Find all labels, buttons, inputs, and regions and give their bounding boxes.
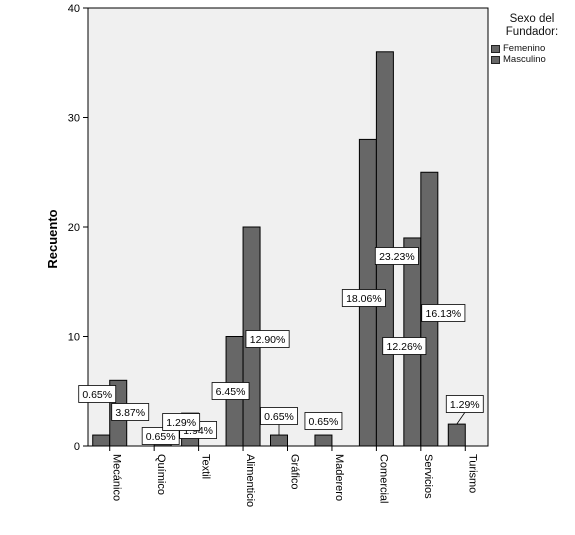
data-label-servicios-masculino-box: [421, 304, 466, 322]
bar-mecanico-femenino: [92, 434, 111, 447]
x-tick-label-servicios: Servicios: [422, 454, 434, 499]
data-label-servicios-femenino: 12.26%: [387, 341, 423, 353]
y-tick-label-0: 0: [74, 441, 80, 453]
data-label-comercial-masculino: 23.23%: [379, 251, 415, 263]
data-label-alimenticio-masculino-box: [245, 330, 290, 348]
data-label-mecanico-masculino: 3.87%: [115, 407, 145, 419]
legend: Sexo del Fundador: Femenino Masculino: [491, 13, 573, 65]
y-tick-label-40: 40: [68, 3, 80, 15]
data-label-alimenticio-femenino-box: [211, 382, 250, 400]
data-label-comercial-femenino: 18.06%: [346, 293, 382, 305]
x-tick-label-alimenticio: Alimenticio: [244, 454, 256, 507]
data-label-turismo-femenino: 1.29%: [450, 399, 480, 411]
y-axis: 0 10 20 30 40: [68, 3, 88, 453]
data-label-maderero-femenino-box: [304, 412, 343, 430]
data-label-maderero-femenino: 0.65%: [309, 416, 339, 428]
data-label-turismo-femenino-leader: [456, 412, 466, 425]
legend-title: Sexo del Fundador:: [505, 13, 559, 38]
x-tick-label-quimico: Químico: [155, 454, 167, 495]
data-label-mecanico-femenino: 0.65%: [82, 389, 112, 401]
data-label-grafico-femenino-box: [260, 407, 298, 425]
data-labels: 0.65%3.87%0.65% 1.94%6.45%12.90%0.65% 0.65…: [78, 247, 484, 445]
bar-turismo-femenino: [447, 423, 466, 447]
x-tick-label-maderero: Maderero: [333, 454, 345, 501]
data-label-quimico-masculino: 0.65%: [146, 431, 176, 443]
x-tick-label-turismo: Turismo: [466, 454, 478, 493]
data-label-servicios-masculino: 16.13%: [426, 308, 462, 320]
data-label-comercial-masculino-box: [374, 247, 419, 265]
data-label-servicios-femenino-box: [382, 337, 427, 355]
legend-swatch-femenino: [491, 44, 500, 53]
data-label-mecanico-masculino-box: [111, 403, 150, 421]
legend-label-masculino: Masculino: [503, 54, 546, 65]
data-label-quimico-masculino-box: [141, 427, 180, 445]
data-label-alimenticio-femenino: 6.45%: [216, 386, 246, 398]
data-label-turismo-femenino-box: [445, 395, 484, 413]
x-tick-label-textil: Textil: [200, 454, 212, 479]
legend-label-femenino: Femenino: [503, 43, 546, 54]
data-label-comercial-femenino-box: [341, 289, 386, 307]
data-label-alimenticio-masculino: 12.90%: [250, 334, 286, 346]
legend-swatch-masculino: [491, 55, 500, 64]
legend-item-masculino: Masculino: [491, 54, 573, 65]
x-tick-label-comercial: Comercial: [377, 454, 389, 504]
y-axis-title: Recuento: [45, 209, 60, 268]
data-label-extra-quimico-box: [162, 413, 201, 431]
data-label-grafico-femenino: 0.65%: [264, 411, 294, 423]
bar-grafico-femenino: [270, 434, 288, 447]
data-label-mecanico-femenino-box: [78, 385, 117, 403]
y-tick-label-10: 10: [68, 332, 80, 344]
y-tick-label-30: 30: [68, 113, 80, 125]
y-tick-label-20: 20: [68, 222, 80, 234]
bar-maderero-femenino: [314, 434, 333, 447]
x-tick-label-grafico: Gráfico: [289, 454, 301, 489]
legend-item-femenino: Femenino: [491, 43, 573, 54]
data-label-extra-quimico: 1.29%: [166, 417, 196, 429]
x-tick-label-mecanico: Mecánico: [111, 454, 123, 501]
x-axis: Mecánico Químico Textil Alimenticio Gráfico M…: [109, 446, 478, 507]
